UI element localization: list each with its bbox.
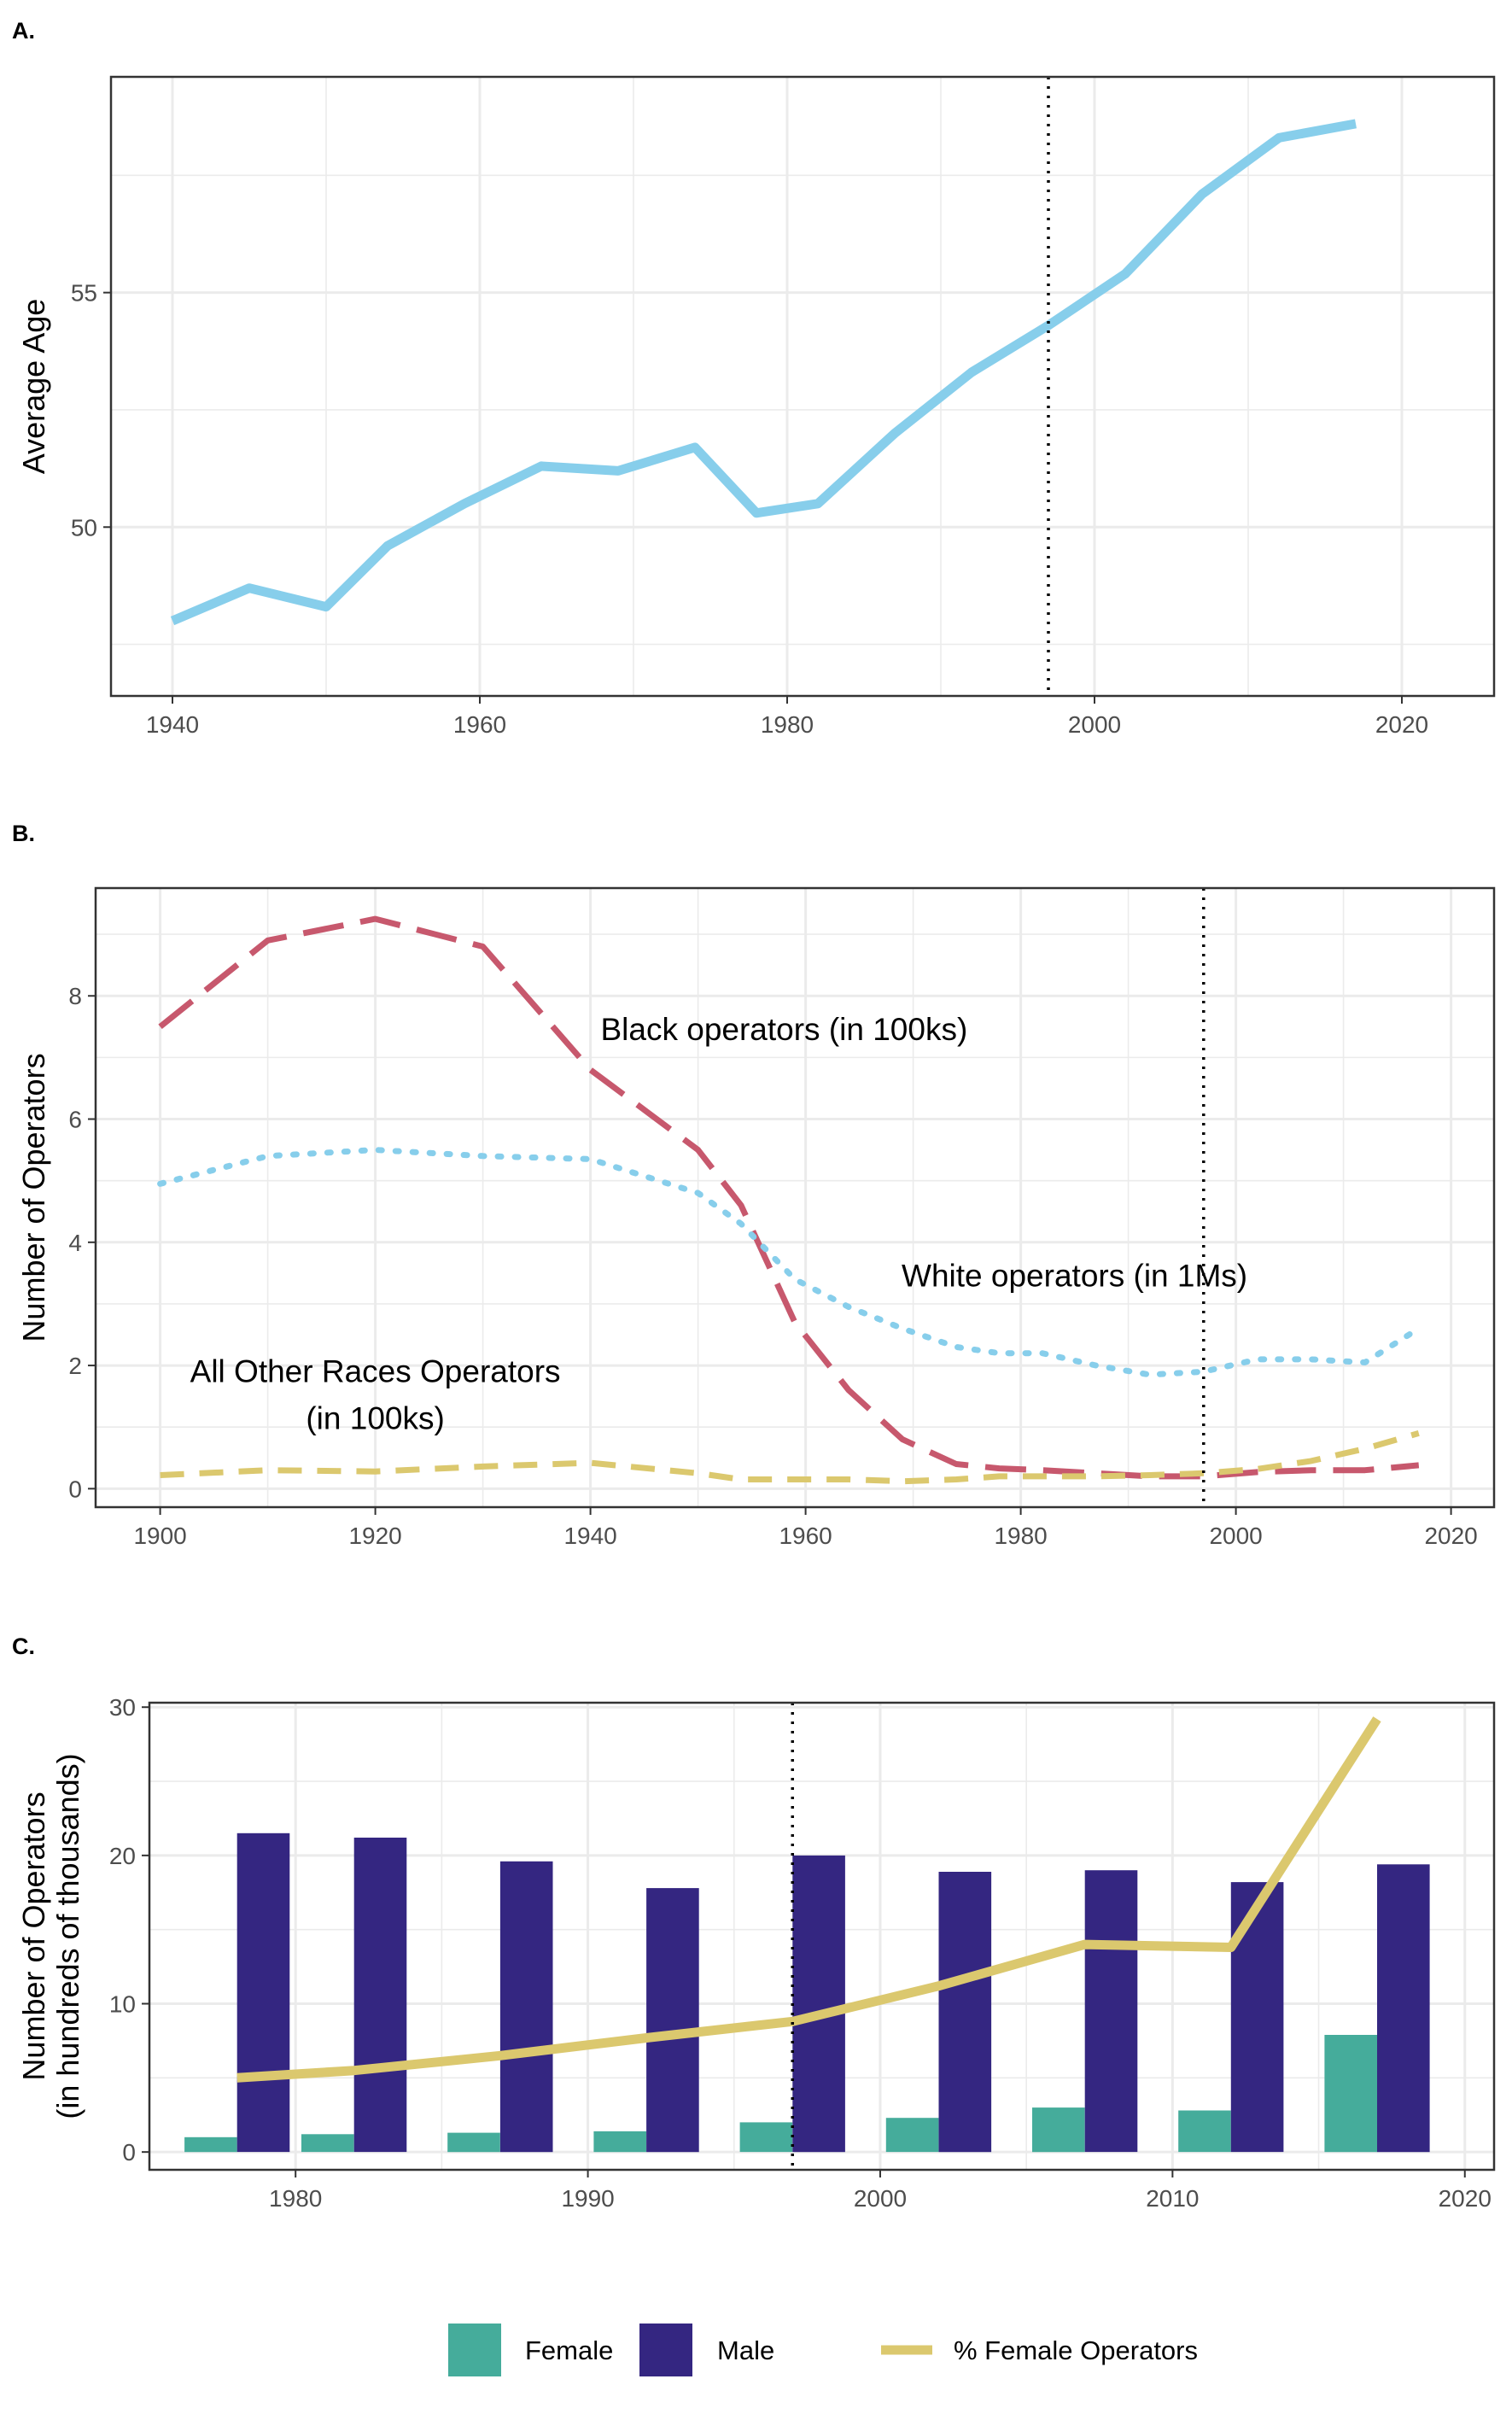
y-axis-title: Number of Operators (16, 1053, 51, 1342)
x-tick-label: 1990 (561, 2185, 614, 2212)
x-tick-label: 1980 (269, 2185, 322, 2212)
female-bar (885, 2118, 939, 2153)
x-tick-label: 1960 (453, 711, 506, 738)
panel-border (94, 886, 1496, 1509)
panel-label: C. (12, 1634, 35, 1659)
y-tick-label: 6 (68, 1107, 82, 1133)
panel-b: B. 1900 1920 1940 1960 1980 2000 2020 0 2 4 6 8 Numbe… (12, 821, 1496, 1549)
y-axis-title: Average Age (16, 299, 51, 475)
plot-area: Black operators (in 100ks) White operator… (157, 915, 1422, 1485)
female-bar (593, 2131, 646, 2153)
x-tick-label: 1960 (779, 1523, 832, 1549)
y-tick-label: 20 (109, 1843, 136, 1869)
male-bar (353, 1838, 407, 2153)
x-tick-label: 2020 (1439, 2185, 1492, 2212)
female-bar (1324, 2035, 1377, 2153)
plot-area (184, 1716, 1430, 2153)
panel-border (109, 75, 1496, 698)
female-bar (447, 2132, 500, 2153)
panel-label: B. (12, 821, 35, 846)
y-tick-label: 50 (71, 514, 97, 541)
legend-key (639, 2324, 692, 2376)
x-tick-label: 1940 (563, 1523, 616, 1549)
legend-label: % Female Operators (954, 2335, 1198, 2365)
y-tick-label: 10 (109, 1991, 136, 2018)
male-bar (1230, 1882, 1284, 2153)
female-bar (184, 2136, 237, 2153)
male-bar (646, 1888, 699, 2153)
series-label: White operators (in 1Ms) (902, 1258, 1247, 1293)
female-bar (739, 2122, 793, 2153)
x-tick-label: 2020 (1424, 1523, 1477, 1549)
series-label: All Other Races Operators (190, 1353, 561, 1388)
series-line (157, 1147, 1422, 1378)
panel-c: C. 1980 1990 2000 2010 2020 0 10 20 30 Number of O… (12, 1634, 1496, 2212)
legend-key (448, 2324, 501, 2376)
series-label: Black operators (in 100ks) (600, 1012, 967, 1047)
male-bar (236, 1833, 290, 2153)
plot-area (170, 119, 1357, 626)
male-bar (1377, 1864, 1430, 2153)
panel-label: A. (12, 18, 35, 44)
y-axis-title-line: (in hundreds of thousands) (50, 1753, 85, 2119)
female-bar (1178, 2110, 1231, 2153)
y-tick-label: 8 (68, 983, 82, 1009)
y-tick-label: 0 (68, 1476, 82, 1502)
male-bar (1084, 1870, 1138, 2153)
x-tick-label: 2010 (1146, 2185, 1199, 2212)
male-bar (792, 1855, 845, 2153)
female-bar (1032, 2107, 1085, 2153)
grid (111, 77, 1494, 696)
series-line (158, 915, 1420, 1480)
y-tick-label: 4 (68, 1230, 82, 1256)
legend: Female Male % Female Operators (448, 2324, 1198, 2376)
x-tick-label: 1980 (761, 711, 814, 738)
panel-border (148, 1701, 1496, 2172)
x-tick-label: 1940 (146, 711, 199, 738)
y-tick-label: 0 (122, 2139, 136, 2166)
x-tick-label: 1980 (994, 1523, 1047, 1549)
female-bar (301, 2134, 354, 2153)
series-label: (in 100ks) (306, 1400, 444, 1435)
panel-a: A. 1940 1960 1980 2000 2020 50 55 Average Age (12, 18, 1496, 738)
y-tick-label: 2 (68, 1353, 82, 1379)
x-tick-label: 2000 (1068, 711, 1121, 738)
series-line (170, 119, 1357, 626)
male-bar (938, 1872, 992, 2153)
male-bar (499, 1861, 553, 2153)
series-line (160, 1430, 1420, 1485)
x-tick-label: 1920 (348, 1523, 401, 1549)
x-tick-label: 2000 (1209, 1523, 1262, 1549)
legend-label: Male (717, 2335, 774, 2365)
x-tick-label: 2000 (854, 2185, 907, 2212)
x-tick-label: 2020 (1375, 711, 1428, 738)
percent-female-line (236, 1716, 1381, 2083)
y-axis-title-line: Number of Operators (16, 1792, 51, 2080)
grid (96, 888, 1494, 1507)
legend-label: Female (525, 2335, 613, 2365)
y-tick-label: 55 (71, 280, 97, 307)
x-tick-label: 1900 (133, 1523, 186, 1549)
y-tick-label: 30 (109, 1694, 136, 1721)
